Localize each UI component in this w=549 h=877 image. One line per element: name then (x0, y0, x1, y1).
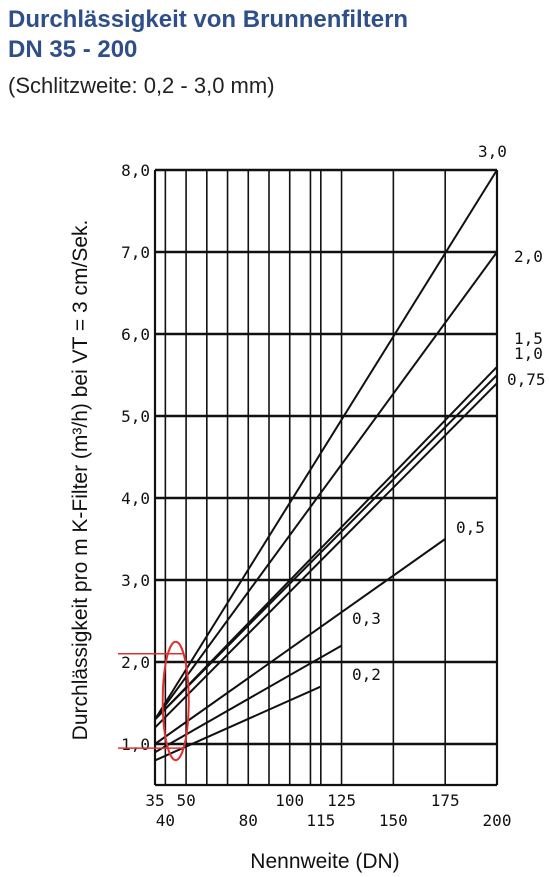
series-label-3-0: 3,0 (478, 142, 507, 161)
y-tick-label: 6,0 (121, 325, 150, 344)
y-tick-label: 7,0 (121, 243, 150, 262)
x-tick-label-lower: 200 (483, 811, 512, 830)
series-line-3-0 (154, 169, 498, 720)
y-tick-label: 4,0 (121, 489, 150, 508)
y-tick-label: 3,0 (121, 571, 150, 590)
chart-series (154, 169, 498, 762)
x-tick-label-upper: 50 (176, 791, 195, 810)
x-tick-label-upper: 100 (275, 791, 304, 810)
series-label-0-2: 0,2 (352, 665, 381, 684)
series-label-1-0: 1,0 (514, 344, 543, 363)
series-label-0-3: 0,3 (352, 609, 381, 628)
page-title: Durchlässigkeit von Brunnenfiltern (8, 6, 409, 33)
x-axis-label: Nennweite (DN) (250, 850, 399, 873)
series-label-2-0: 2,0 (514, 247, 543, 266)
y-tick-label: 8,0 (121, 161, 150, 180)
y-tick-label: 2,0 (121, 653, 150, 672)
series-label-0-5: 0,5 (456, 518, 485, 537)
x-tick-label-lower: 115 (306, 811, 335, 830)
x-tick-label-upper: 175 (431, 791, 460, 810)
series-label-1-5: 1,5 (514, 329, 543, 348)
y-axis-label: Durchlässigkeit pro m K-Filter (m³/h) be… (69, 220, 92, 741)
series-line-2-0 (154, 251, 498, 720)
highlight-ellipse (161, 640, 190, 762)
series-line-0-5 (154, 538, 446, 745)
page-subtitle-dn: DN 35 - 200 (8, 36, 138, 63)
series-line-1-0 (154, 374, 498, 721)
chart-ticks: 1,0 2,0 3,0 4,0 5,0 6,0 7,0 8,0 35 50 100 125 175 40 8… (121, 161, 511, 830)
series-label-0-75: 0,75 (507, 370, 546, 389)
y-tick-label: 5,0 (121, 407, 150, 426)
series-line-0-75 (154, 382, 498, 729)
y-tick-label: 1,0 (121, 735, 150, 754)
x-tick-label-lower: 150 (379, 811, 408, 830)
x-tick-label-lower: 40 (156, 811, 175, 830)
chart-series-labels: 3,0 2,0 1,51,0 0,75 0,5 0,3 0,2 (352, 142, 546, 684)
page-subtitle-slot-width: (Schlitzweite: 0,2 - 3,0 mm) (8, 73, 275, 98)
x-tick-label-upper: 35 (145, 791, 164, 810)
x-tick-label-upper: 125 (327, 791, 356, 810)
x-tick-label-lower: 80 (239, 811, 258, 830)
series-line-0-2 (154, 685, 322, 762)
chart-annotations (118, 640, 190, 762)
chart-grid (153, 168, 499, 787)
